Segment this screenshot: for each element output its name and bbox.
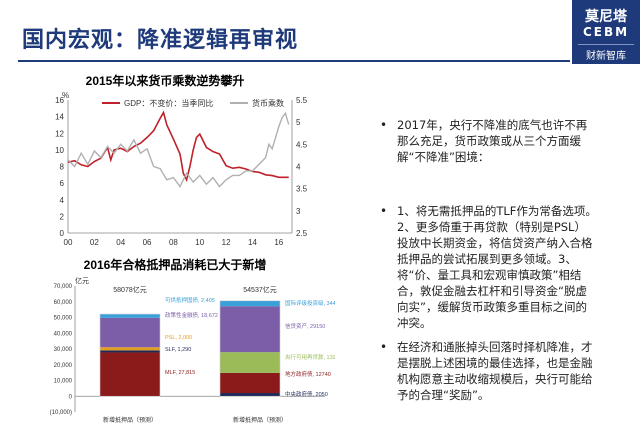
logo-en: CEBM: [582, 25, 630, 39]
chart1-title: 2015年以来货币乘数逆势攀升: [85, 74, 245, 88]
x-tick-label: 14: [248, 238, 257, 247]
bar1-label-zhengcexing: 政策性金融债, 18,672: [165, 311, 218, 319]
y-right-tick-label: 4.5: [296, 140, 308, 149]
bullet-text: 在经济和通胀掉头回落时择机降准，才是摆脱上述困境的最佳选择，也是金融机构愿意主动…: [397, 340, 593, 402]
bar1-total-label: 58078亿元: [113, 285, 146, 294]
y-left-tick-label: 16: [55, 96, 64, 105]
bar1-label-guozhai: 可供抵押国债, 2,405: [165, 296, 215, 304]
y-tick-label: 10,000: [54, 379, 73, 385]
left-axis-unit: %: [62, 91, 69, 100]
bar-segment: [100, 352, 160, 397]
company-logo: 莫尼塔 CEBM 财新智库: [572, 0, 640, 64]
chart1-series: [67, 110, 290, 188]
x-tick-label: 16: [274, 238, 283, 247]
y-tick-label: 70,000: [54, 284, 73, 290]
chart2-title: 2016年合格抵押品消耗已大于新增: [83, 258, 267, 272]
y-left-tick-label: 6: [60, 179, 65, 188]
logo-sub: 财新智库: [578, 44, 634, 62]
legend-gdp-label: GDP：不变价：当季同比: [124, 98, 213, 108]
y-right-tick-label: 4: [296, 163, 301, 172]
bar2-label-difang: 地方政府债, 12740: [285, 370, 331, 378]
bullet-item: • 1、将无需抵押品的TLF作为常备选项。2、更多倚重于再贷款（特别是PSL）投…: [380, 203, 597, 331]
bar-segment: [100, 314, 160, 318]
y-tick-label: 30,000: [54, 347, 73, 353]
bullet-marker: •: [380, 340, 388, 354]
y-left-tick-label: 2: [60, 212, 65, 221]
y-right-tick-label: 2.5: [296, 229, 308, 238]
bar1-segment-labels: 可供抵押国债, 2,405 政策性金融债, 18,672 PSL, 2,000 …: [165, 296, 218, 376]
bar2-label-zaidaikuan: 央行可用再贷款, 13220: [285, 353, 335, 361]
y-left-tick-label: 4: [60, 196, 65, 205]
y-tick-label: 40,000: [54, 331, 73, 337]
y-right-tick-label: 3: [296, 207, 301, 216]
bar-segment: [220, 352, 280, 373]
bullet-marker: •: [380, 204, 388, 218]
bar-segment: [220, 306, 280, 353]
bar1-label-psl: PSL, 2,000: [165, 335, 192, 341]
chart2-axes: (10,000) 0 10,000 20,000 30,000 40,000 50,000 6…: [50, 284, 325, 416]
bar-segment: [100, 350, 160, 353]
title-divider: [18, 60, 570, 62]
y-tick-label: 0: [69, 394, 73, 400]
bar2-label-zhongyang: 中央政府债, 2050: [285, 390, 328, 398]
y-left-tick-label: 14: [55, 113, 64, 122]
bar-segment: [220, 393, 280, 397]
y-tick-label: 60,000: [54, 300, 73, 306]
bar-outline: [219, 300, 281, 397]
bar-outline: [99, 313, 161, 397]
bullet-item: • 2017年，央行不降准的底气也许不再那么充足，货币政策或从三个方面缓解“不降…: [380, 117, 597, 165]
x-tick-label: 10: [195, 238, 204, 247]
bar-segment: [220, 300, 280, 307]
bar-segment: [100, 347, 160, 351]
bar2-segment-labels: 国际评级投资级, 3443 信贷资产, 29150 央行可用再贷款, 13220…: [285, 299, 335, 398]
series-line-gdp: [67, 110, 289, 183]
bar-segment: [220, 372, 280, 394]
y-right-tick-label: 5.5: [296, 96, 308, 105]
y-left-tick-label: 8: [60, 163, 65, 172]
logo-cn: 莫尼塔: [585, 9, 627, 25]
bullet-item: • 在经济和通胀掉头回落时择机降准，才是摆脱上述困境的最佳选择，也是金融机构愿意…: [380, 339, 597, 403]
line-chart: % GDP：不变价：当季同比 货币乘数 02468101214162.533.5…: [55, 91, 308, 247]
x-label-bar1: 新增抵押品（预测）: [103, 416, 157, 424]
x-tick-label: 08: [169, 238, 178, 247]
bar-segment: [100, 317, 160, 348]
legend: GDP：不变价：当季同比 货币乘数: [102, 98, 284, 108]
bar2-label-guoji: 国际评级投资级, 3443: [285, 299, 335, 307]
chart2-unit: 亿元: [75, 276, 89, 285]
y-tick-label: 50,000: [54, 316, 73, 322]
y-tick-label: (10,000): [50, 410, 72, 416]
bullet-marker: •: [380, 118, 388, 132]
y-tick-label: 20,000: [54, 363, 73, 369]
x-label-bar2: 新增抵押品（预测）: [233, 416, 287, 424]
y-left-tick-label: 12: [55, 129, 64, 138]
y-left-tick-label: 0: [60, 229, 65, 238]
page-title: 国内宏观：降准逻辑再审视: [22, 28, 299, 53]
x-tick-label: 02: [90, 238, 99, 247]
legend-mult-label: 货币乘数: [252, 98, 284, 108]
series-line-multiplier: [67, 111, 290, 188]
chart2-bars: [99, 300, 281, 397]
bar2-label-xindai: 信贷资产, 29150: [285, 322, 325, 330]
bar2-total-label: 54537亿元: [243, 285, 276, 294]
x-tick-label: 00: [64, 238, 73, 247]
x-tick-label: 04: [116, 238, 125, 247]
bullet-text: 1、将无需抵押品的TLF作为常备选项。2、更多倚重于再贷款（特别是PSL）投放中…: [397, 204, 597, 330]
x-tick-label: 12: [222, 238, 231, 247]
y-left-tick-label: 10: [55, 146, 64, 155]
bar1-label-slf: SLF, 1,290: [165, 347, 191, 353]
x-tick-label: 06: [143, 238, 152, 247]
bar1-label-mlf: MLF, 27,815: [165, 370, 195, 376]
y-right-tick-label: 3.5: [296, 185, 308, 194]
stacked-bar-chart: 亿元 58078亿元 54537亿元 (10,000) 0 10,000 20,000…: [50, 276, 335, 424]
bullet-text: 2017年，央行不降准的底气也许不再那么充足，货币政策或从三个方面缓解“不降准”…: [397, 118, 588, 164]
y-right-tick-label: 5: [296, 118, 301, 127]
